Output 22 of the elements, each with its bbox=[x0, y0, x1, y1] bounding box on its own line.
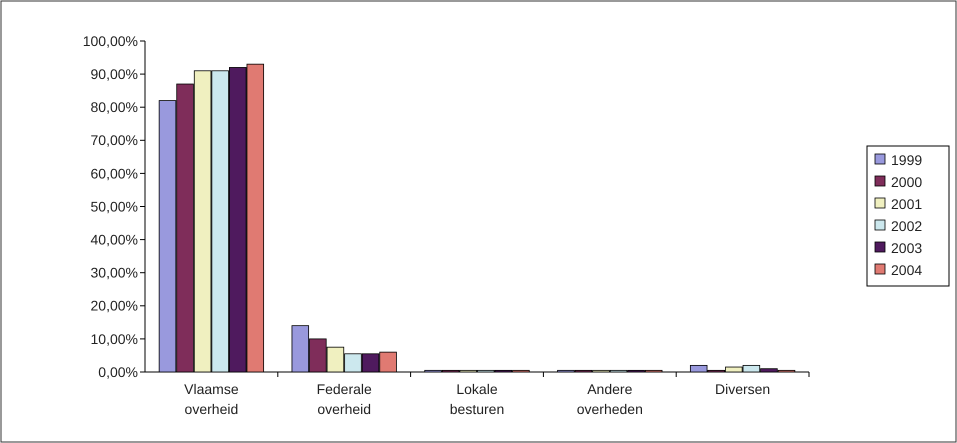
y-tick-label: 30,00% bbox=[90, 264, 138, 281]
y-tick-label: 70,00% bbox=[90, 132, 138, 148]
y-tick-label: 20,00% bbox=[90, 298, 138, 314]
y-tick-label: 0,00% bbox=[98, 364, 138, 380]
legend-label: 2003 bbox=[891, 240, 922, 256]
y-tick-label: 90,00% bbox=[90, 66, 138, 82]
x-tick-label: Vlaamse overheid bbox=[184, 381, 239, 417]
legend-label: 2004 bbox=[891, 262, 922, 278]
x-tick-label: Lokale besturen bbox=[450, 381, 504, 417]
y-tick-label: 60,00% bbox=[90, 165, 138, 182]
y-tick-label: 80,00% bbox=[90, 99, 138, 116]
y-tick-label: 10,00% bbox=[90, 330, 138, 347]
legend-label: 2000 bbox=[891, 174, 922, 190]
y-tick-label: 40,00% bbox=[90, 232, 138, 248]
y-tick-label: 100,00% bbox=[82, 32, 138, 49]
x-tick-label: Andere overheden bbox=[576, 381, 643, 417]
x-tick-label: Federale overheid bbox=[316, 381, 372, 417]
legend-label: 2001 bbox=[891, 196, 922, 212]
legend-label: 1999 bbox=[891, 152, 922, 168]
x-tick-label: Diversen bbox=[714, 381, 770, 397]
legend-label: 2002 bbox=[891, 218, 922, 234]
y-tick-label: 50,00% bbox=[90, 198, 138, 214]
